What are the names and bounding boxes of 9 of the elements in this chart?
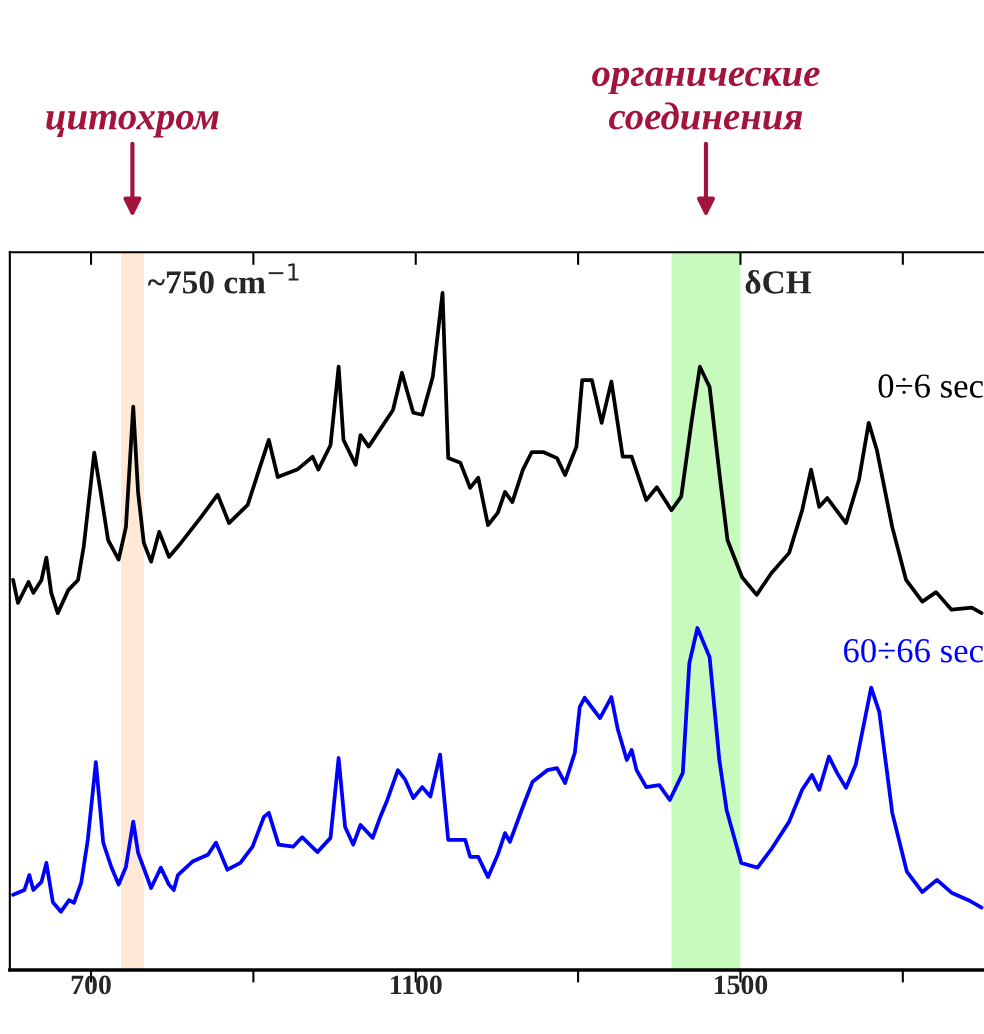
text: органические соединения — [592, 67, 820, 130]
x-tick-label: 1100 — [390, 975, 442, 995]
x-tick-label: 700 — [71, 975, 111, 995]
band-label: ~750 cm$^{−1}$ — [147, 263, 299, 294]
x-tick-label: 1500 — [714, 975, 768, 995]
text: цитохром — [46, 110, 219, 138]
band-label: δCH — [745, 270, 812, 294]
series-label: 0÷6 sec — [878, 374, 983, 398]
series-label: 60÷66 sec — [843, 639, 983, 663]
